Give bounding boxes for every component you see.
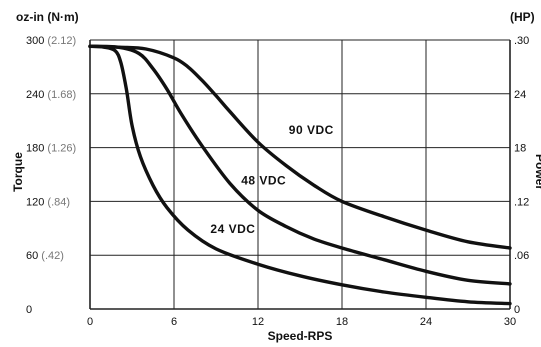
series-label-48-vdc: 48 VDC: [241, 173, 286, 187]
y2-tick-label: .12: [514, 196, 529, 208]
y-tick-label: 120 (.84): [26, 196, 70, 208]
tick-layer: 0 60 (.42) 120 (.84) 180 (1.26) 240 (1.68) 3…: [26, 35, 529, 328]
series-line-90-vdc: [88, 44, 512, 250]
y-tick-label: 240 (1.68): [26, 89, 76, 101]
series-label-layer: 90 VDC 48 VDC 24 VDC: [210, 123, 333, 236]
x-axis-title: Speed-RPS: [268, 329, 333, 343]
x-tick-label: 0: [87, 316, 93, 328]
x-tick-label: 18: [336, 316, 348, 328]
y2-tick-label: .06: [514, 250, 529, 262]
y2-axis-title: Power: [533, 154, 541, 190]
y-unit-label: oz-in (N·m): [16, 10, 79, 24]
x-tick-label: 6: [171, 316, 177, 328]
grid-layer: [89, 39, 511, 310]
y-tick-label: 0: [26, 304, 32, 316]
y-tick-label: 300 (2.12): [26, 35, 76, 47]
x-tick-label: 24: [420, 316, 432, 328]
y2-unit-label: (HP): [510, 10, 535, 24]
series-label-90-vdc: 90 VDC: [289, 123, 334, 137]
y-tick-label: 180 (1.26): [26, 143, 76, 155]
series-layer: [88, 44, 512, 306]
y2-tick-label: 24: [514, 89, 526, 101]
y2-tick-label: 18: [514, 143, 526, 155]
y-tick-label: 60 (.42): [26, 250, 64, 262]
series-line-48-vdc: [88, 44, 512, 286]
y2-tick-label: 0: [514, 304, 520, 316]
x-tick-label: 30: [504, 316, 516, 328]
x-tick-label: 12: [252, 316, 264, 328]
series-label-24-vdc: 24 VDC: [210, 222, 255, 236]
series-line-24-vdc: [88, 44, 512, 306]
y2-tick-label: .30: [514, 35, 529, 47]
y-axis-title: Torque: [11, 152, 25, 192]
